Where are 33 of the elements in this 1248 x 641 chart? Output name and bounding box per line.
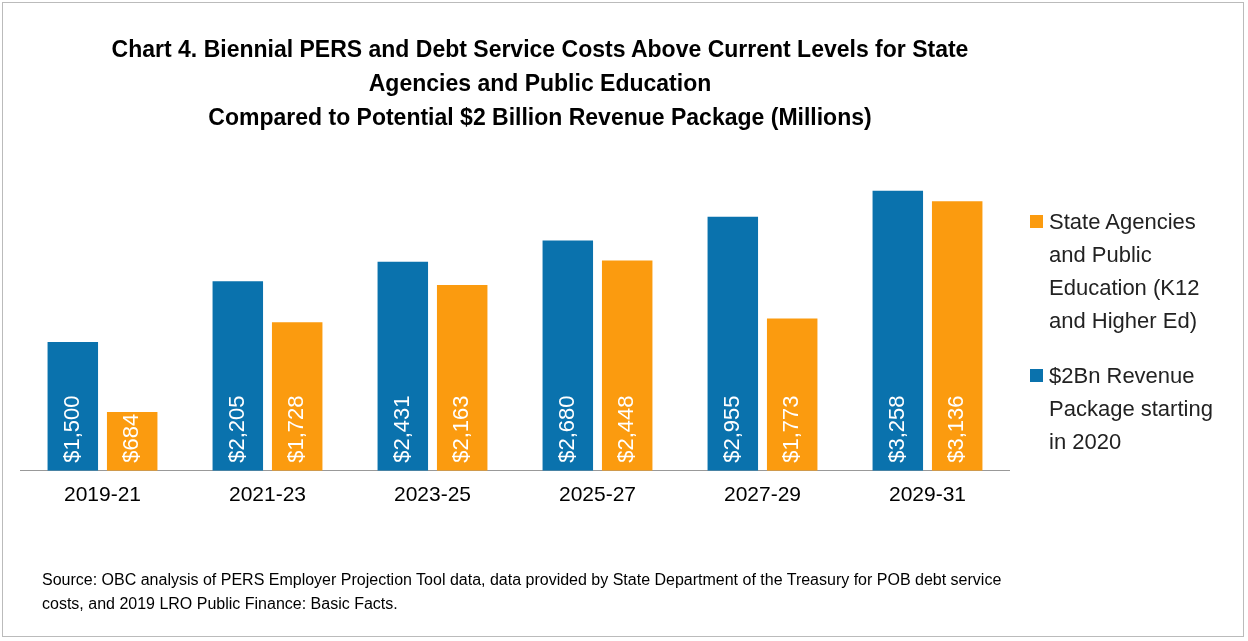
legend-label: State Agencies and Public Education (K12 and Higher Ed) — [1049, 208, 1201, 335]
data-label: $3,136 — [943, 395, 969, 463]
bar — [707, 216, 759, 471]
bar — [271, 322, 323, 471]
data-label: $1,500 — [58, 395, 84, 463]
legend-label: $2Bn Revenue Package starting in 2020 — [1049, 362, 1214, 456]
data-label: $2,431 — [388, 395, 414, 463]
data-label: $2,955 — [718, 395, 744, 463]
bar — [931, 201, 983, 471]
x-tick-label: 2023-25 — [393, 482, 472, 506]
bar — [436, 284, 488, 471]
bar — [377, 261, 429, 471]
data-label: $3,258 — [883, 395, 909, 463]
data-label: $2,448 — [613, 395, 639, 463]
bar — [212, 281, 264, 471]
x-tick-label: 2021-23 — [228, 482, 307, 506]
x-tick-label: 2019-21 — [63, 482, 142, 506]
bar — [542, 240, 594, 471]
data-label: $2,205 — [223, 395, 249, 463]
data-label: $1,773 — [778, 395, 804, 463]
source-note: Source: OBC analysis of PERS Employer Projection Tool data, data provided by State Department of the Treasury for POB debt service costs, and 2019 LRO Public Finance: Basic Facts. — [42, 570, 1003, 614]
data-label: $1,728 — [283, 395, 309, 463]
data-label: $684 — [118, 413, 144, 463]
bar — [766, 318, 818, 471]
chart-title: Chart 4. Biennial PERS and Debt Service Costs Above Current Levels for State Agencies and Public Education Compared to Potential $2 Billion Revenue Package (Millions) — [110, 35, 970, 132]
bar — [872, 190, 924, 471]
data-label: $2,680 — [553, 395, 579, 463]
x-tick-label: 2029-31 — [888, 482, 967, 506]
bar — [47, 341, 99, 471]
bar — [601, 260, 653, 471]
data-label: $2,163 — [448, 395, 474, 463]
x-tick-label: 2025-27 — [558, 482, 637, 506]
x-tick-label: 2027-29 — [723, 482, 802, 506]
